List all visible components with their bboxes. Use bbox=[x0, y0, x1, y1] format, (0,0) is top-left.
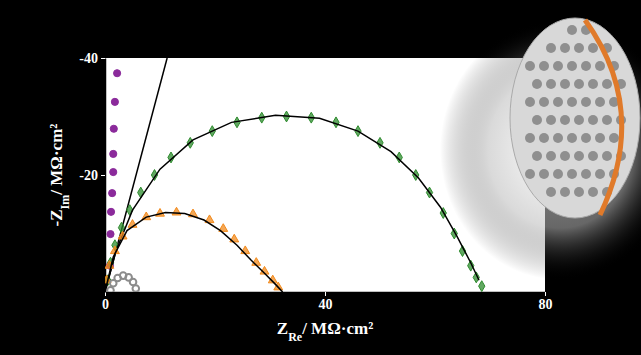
pore bbox=[539, 97, 549, 107]
tick-mark bbox=[325, 292, 326, 296]
pore bbox=[553, 133, 563, 143]
data-point bbox=[114, 70, 121, 77]
title-part: Z bbox=[277, 319, 288, 338]
pore bbox=[581, 169, 591, 179]
title-unit: / MΩ·cm² bbox=[301, 319, 373, 338]
pore bbox=[546, 115, 556, 125]
pore bbox=[574, 79, 584, 89]
pore bbox=[560, 43, 570, 53]
pore bbox=[560, 79, 570, 89]
tick-mark bbox=[105, 292, 106, 296]
pore bbox=[574, 43, 584, 53]
tick-mark bbox=[101, 58, 105, 59]
pore bbox=[539, 133, 549, 143]
tick-label: -20 bbox=[79, 168, 98, 183]
pore bbox=[539, 61, 549, 71]
data-point bbox=[110, 169, 117, 176]
tick: 0 bbox=[102, 292, 109, 312]
pore bbox=[546, 43, 556, 53]
pore bbox=[602, 115, 612, 125]
pore bbox=[609, 133, 619, 143]
particle-illustration bbox=[440, 18, 641, 280]
pore bbox=[588, 43, 598, 53]
title-subscript: Re bbox=[288, 330, 303, 344]
pore bbox=[595, 169, 605, 179]
pore bbox=[525, 97, 535, 107]
pore bbox=[581, 133, 591, 143]
pore bbox=[532, 151, 542, 161]
data-point bbox=[109, 190, 116, 197]
marks bbox=[105, 58, 485, 292]
pore bbox=[525, 133, 535, 143]
data-point bbox=[451, 228, 457, 239]
tick-mark bbox=[101, 175, 105, 176]
tick: -40 bbox=[79, 51, 105, 66]
pore bbox=[595, 133, 605, 143]
pore bbox=[574, 115, 584, 125]
pore bbox=[595, 61, 605, 71]
pore bbox=[588, 115, 598, 125]
pore bbox=[588, 79, 598, 89]
tick: -20 bbox=[79, 168, 105, 183]
tick-label: -40 bbox=[79, 51, 98, 66]
pore bbox=[546, 79, 556, 89]
pore bbox=[567, 61, 577, 71]
x-axis: 0 40 80 bbox=[102, 292, 553, 312]
pore bbox=[539, 169, 549, 179]
pore bbox=[546, 151, 556, 161]
title-unit: / MΩ·cm² bbox=[47, 124, 66, 196]
tick: 40 bbox=[319, 292, 333, 312]
background bbox=[0, 0, 641, 355]
pore bbox=[560, 115, 570, 125]
y-axis: -40 -20 bbox=[79, 51, 105, 293]
pore bbox=[525, 169, 535, 179]
tick-label: 0 bbox=[102, 297, 109, 312]
tick: 80 bbox=[539, 292, 553, 312]
pore bbox=[560, 187, 570, 197]
pore bbox=[581, 61, 591, 71]
chart: 04080-40-20ZRe/ MΩ·cm²-ZIm/ MΩ·cm² bbox=[0, 0, 641, 355]
pore bbox=[532, 79, 542, 89]
fit-line bbox=[105, 115, 479, 292]
title-subscript: Im bbox=[58, 195, 72, 210]
data-point bbox=[133, 285, 140, 292]
pore bbox=[588, 187, 598, 197]
data-point bbox=[107, 231, 114, 238]
pore bbox=[553, 97, 563, 107]
tick-mark bbox=[545, 292, 546, 296]
data-point bbox=[138, 187, 144, 198]
tick-label: 80 bbox=[539, 297, 553, 312]
data-point bbox=[110, 125, 117, 132]
pore bbox=[602, 79, 612, 89]
data-point bbox=[107, 208, 114, 215]
pore bbox=[595, 97, 605, 107]
pore bbox=[567, 97, 577, 107]
data-point bbox=[110, 150, 117, 157]
data-point bbox=[107, 287, 114, 292]
pore bbox=[553, 169, 563, 179]
ylabel-title: -ZIm/ MΩ·cm² bbox=[47, 124, 72, 227]
pore bbox=[574, 187, 584, 197]
pore bbox=[560, 151, 570, 161]
particle bbox=[510, 18, 640, 218]
pore bbox=[525, 61, 535, 71]
tick-label: 40 bbox=[319, 297, 333, 312]
data-point bbox=[479, 281, 485, 292]
pore bbox=[602, 151, 612, 161]
pore bbox=[581, 97, 591, 107]
pore bbox=[567, 169, 577, 179]
shell-arc bbox=[585, 20, 622, 215]
pore bbox=[574, 151, 584, 161]
pore bbox=[567, 25, 577, 35]
data-point bbox=[111, 98, 118, 105]
xlabel-title: ZRe/ MΩ·cm² bbox=[277, 319, 373, 344]
pore bbox=[567, 133, 577, 143]
pore bbox=[532, 115, 542, 125]
pore bbox=[546, 187, 556, 197]
title-part: -Z bbox=[47, 209, 66, 226]
fit-line bbox=[105, 212, 283, 292]
pore bbox=[588, 151, 598, 161]
pore bbox=[553, 61, 563, 71]
